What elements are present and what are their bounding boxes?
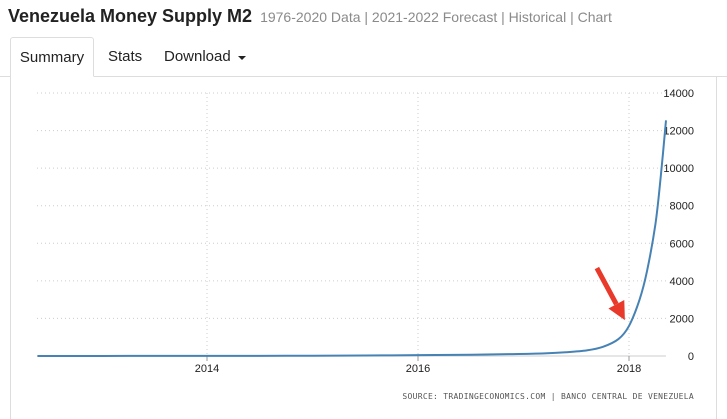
y-tick-label: 8000: [670, 201, 694, 213]
x-tick-label: 2018: [617, 363, 641, 375]
x-tick-layer: 2014 2016 2018: [195, 356, 641, 375]
tab-download-label: Download: [164, 48, 231, 65]
y-tick-label: 0: [688, 351, 694, 363]
chart-frame: [10, 76, 717, 419]
y-tick-layer: 0 2000 4000 6000 8000 10000 12000 14000: [663, 88, 694, 363]
grid-layer: [37, 92, 666, 357]
page-title: Venezuela Money Supply M2: [8, 6, 253, 26]
page-subtitle: 1976-2020 Data | 2021-2022 Forecast | Hi…: [260, 9, 612, 25]
title-bar: Venezuela Money Supply M2 1976-2020 Data…: [8, 6, 612, 30]
caret-down-icon: [237, 55, 246, 60]
series-line-m2: [37, 120, 667, 357]
series-layer: [37, 120, 667, 357]
annotation-arrow-shaft: [594, 266, 619, 306]
annotation-layer: [594, 266, 625, 321]
annotation-arrow-head: [608, 299, 625, 321]
tab-summary[interactable]: Summary: [10, 37, 94, 77]
tab-stats[interactable]: Stats: [108, 48, 143, 65]
tab-bar: Summary Stats Download: [0, 37, 727, 77]
source-text: SOURCE: TRADINGECONOMICS.COM | BANCO CEN…: [402, 392, 694, 401]
y-tick-label: 12000: [663, 126, 694, 138]
y-tick-label: 4000: [670, 276, 694, 288]
y-tick-label: 14000: [663, 88, 694, 100]
y-tick-label: 10000: [663, 163, 694, 175]
x-tick-label: 2016: [406, 363, 430, 375]
y-tick-label: 2000: [670, 313, 694, 325]
x-tick-label: 2014: [195, 363, 219, 375]
y-tick-label: 6000: [670, 238, 694, 250]
tab-download[interactable]: Download: [164, 37, 246, 76]
